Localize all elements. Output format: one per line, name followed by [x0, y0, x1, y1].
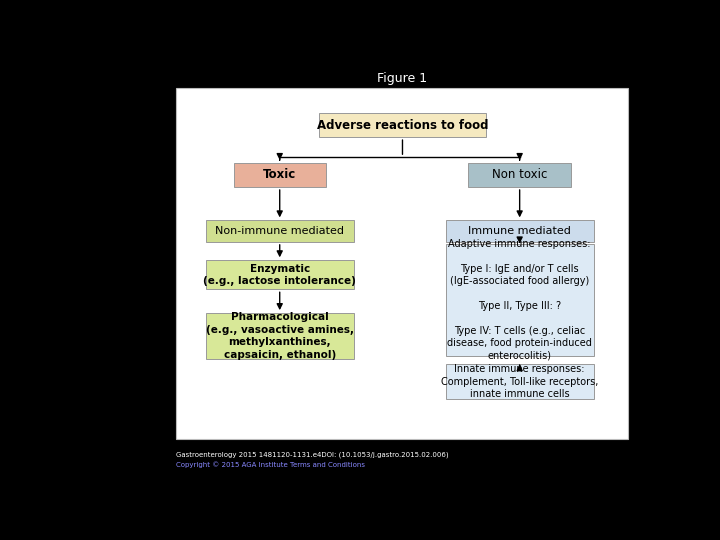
- FancyBboxPatch shape: [234, 163, 325, 187]
- Text: Toxic: Toxic: [263, 168, 297, 181]
- FancyBboxPatch shape: [446, 220, 593, 242]
- Text: Figure 1: Figure 1: [377, 72, 428, 85]
- Text: Immune mediated: Immune mediated: [468, 226, 571, 236]
- Text: Gastroenterology 2015 1481120-1131.e4DOI: (10.1053/j.gastro.2015.02.006): Gastroenterology 2015 1481120-1131.e4DOI…: [176, 451, 449, 458]
- FancyBboxPatch shape: [206, 313, 354, 359]
- Text: Adaptive immune responses:

Type I: IgE and/or T cells
(IgE-associated food alle: Adaptive immune responses: Type I: IgE a…: [447, 239, 592, 361]
- Text: Innate immune responses:
Complement, Toll-like receptors,
innate immune cells: Innate immune responses: Complement, Tol…: [441, 364, 598, 399]
- Text: Copyright © 2015 AGA Institute Terms and Conditions: Copyright © 2015 AGA Institute Terms and…: [176, 462, 366, 468]
- FancyBboxPatch shape: [446, 364, 593, 399]
- Text: Adverse reactions to food: Adverse reactions to food: [317, 119, 488, 132]
- FancyBboxPatch shape: [206, 220, 354, 242]
- FancyBboxPatch shape: [319, 113, 486, 137]
- Text: Non toxic: Non toxic: [492, 168, 547, 181]
- FancyBboxPatch shape: [206, 260, 354, 289]
- Text: Non-immune mediated: Non-immune mediated: [215, 226, 344, 236]
- FancyBboxPatch shape: [446, 244, 593, 356]
- FancyBboxPatch shape: [176, 87, 629, 439]
- FancyBboxPatch shape: [468, 163, 571, 187]
- Text: Pharmacological
(e.g., vasoactive amines,
methylxanthines,
capsaicin, ethanol): Pharmacological (e.g., vasoactive amines…: [206, 312, 354, 360]
- Text: Enzymatic
(e.g., lactose intolerance): Enzymatic (e.g., lactose intolerance): [203, 264, 356, 286]
